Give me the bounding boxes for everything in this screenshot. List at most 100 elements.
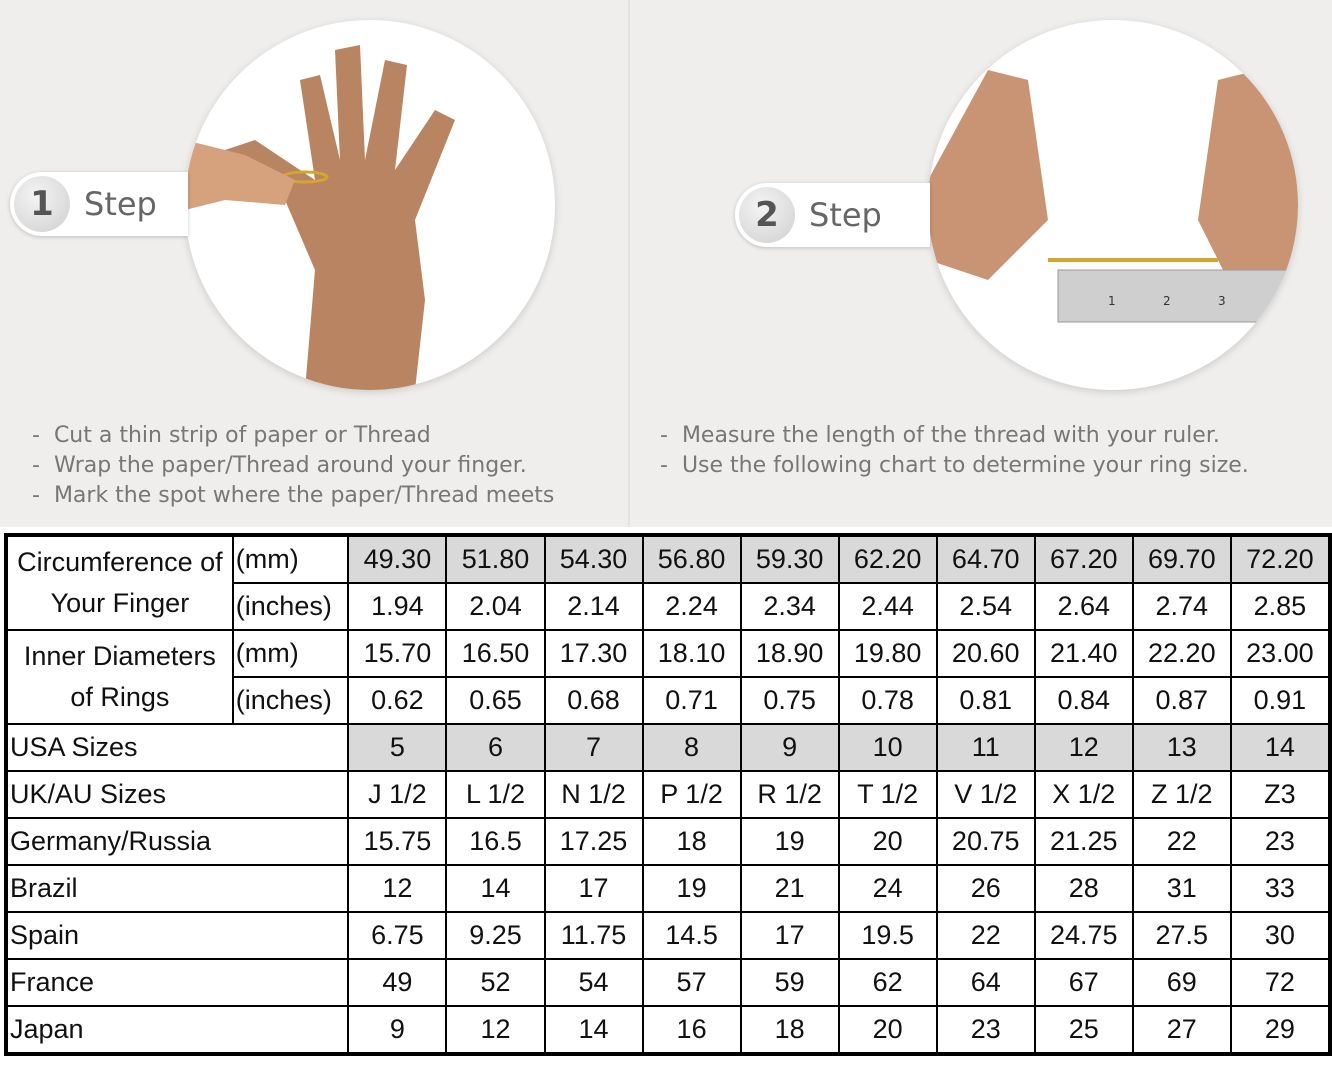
- table-cell: 1.94: [347, 582, 448, 631]
- table-cell: 59: [739, 958, 840, 1007]
- table-cell: 19: [641, 864, 742, 913]
- table-cell: 2.04: [445, 582, 546, 631]
- table-cell: 23: [1229, 817, 1332, 866]
- table-cell: 26: [935, 864, 1036, 913]
- hand-with-thread-illustration: [185, 45, 455, 390]
- table-row: (inches) 0.62 0.65 0.68 0.71 0.75 0.78 0.81 0.84…: [6, 676, 1332, 725]
- table-cell: T 1/2: [837, 770, 938, 819]
- table-row: (inches) 1.94 2.04 2.14 2.24 2.34 2.44 2.54 2.64…: [6, 582, 1332, 631]
- table-cell: 18.10: [641, 629, 742, 678]
- table-cell: 57: [641, 958, 742, 1007]
- table-row: Inner Diameters of Rings (mm) 15.70 16.50 17…: [5, 629, 1332, 725]
- table-row: USA Sizes 5 6 7 8 9 10 11 12 13 14: [4, 723, 1332, 772]
- divider: [628, 0, 630, 527]
- table-cell: 23.00: [1229, 629, 1332, 678]
- table-cell: 24.75: [1033, 911, 1134, 960]
- instruction-item: Cut a thin strip of paper or Thread: [32, 421, 554, 451]
- row-label: Germany/Russia: [4, 817, 350, 866]
- table-cell: 0.75: [739, 676, 840, 725]
- table-cell: 5: [347, 723, 448, 772]
- unit-label: (mm): [231, 629, 350, 678]
- table-cell: 21.40: [1033, 629, 1134, 678]
- table-cell: 28: [1033, 864, 1134, 913]
- table-cell: 20.60: [935, 629, 1036, 678]
- table-cell: 14: [543, 1005, 644, 1055]
- table-cell: 22: [1131, 817, 1232, 866]
- table-cell: 8: [641, 723, 742, 772]
- row-label: France: [4, 958, 350, 1007]
- table-cell: 21: [739, 864, 840, 913]
- table-cell: 64.70: [935, 534, 1036, 584]
- table-cell: 12: [1033, 723, 1134, 772]
- table-cell: 2.24: [641, 582, 742, 631]
- table-cell: 20: [837, 1005, 938, 1055]
- table-cell: 9.25: [445, 911, 546, 960]
- instruction-item: Mark the spot where the paper/Thread mee…: [32, 481, 554, 511]
- table-cell: 15.75: [347, 817, 448, 866]
- row-label: USA Sizes: [4, 723, 350, 772]
- table-cell: L 1/2: [445, 770, 546, 819]
- table-cell: 51.80: [445, 534, 546, 584]
- instructions-panel: 1 Step Cut a thin strip of paper or Thre…: [0, 0, 1332, 527]
- table-cell: 7: [543, 723, 644, 772]
- table-cell: 17.30: [543, 629, 644, 678]
- table-cell: R 1/2: [739, 770, 840, 819]
- table-cell: 22: [935, 911, 1036, 960]
- table-cell: X 1/2: [1033, 770, 1134, 819]
- table-cell: 24: [837, 864, 938, 913]
- table-cell: 2.14: [543, 582, 644, 631]
- step1-number: 1: [14, 176, 70, 232]
- hand-photo-step1: [185, 20, 555, 390]
- row-label: UK/AU Sizes: [4, 770, 350, 819]
- table-cell: 17: [543, 864, 644, 913]
- table-cell: 52: [445, 958, 546, 1007]
- table-cell: 25: [1033, 1005, 1134, 1055]
- ruler-photo-step2: 1 2 3: [928, 20, 1298, 390]
- table-row: Circumference of Your Finger (mm) 49.30 51.…: [5, 534, 1332, 631]
- table-cell: 27.5: [1131, 911, 1232, 960]
- table-cell: 30: [1229, 911, 1332, 960]
- table-cell: 9: [739, 723, 840, 772]
- table-cell: 0.87: [1131, 676, 1232, 725]
- table-cell: 67: [1033, 958, 1134, 1007]
- table-cell: 0.91: [1229, 676, 1332, 725]
- table-cell: 20.75: [935, 817, 1036, 866]
- table-cell: 14: [445, 864, 546, 913]
- table-cell: 12: [445, 1005, 546, 1055]
- step2-number: 2: [739, 187, 795, 243]
- table-cell: 2.44: [837, 582, 938, 631]
- table-row: Japan 9 12 14 16 18 20 23 25 27 29: [4, 1005, 1332, 1055]
- svg-text:1: 1: [1108, 294, 1116, 308]
- table-cell: 19.80: [837, 629, 938, 678]
- table-row: France 49 52 54 57 59 62 64 67 69 72: [4, 958, 1332, 1007]
- table-cell: J 1/2: [347, 770, 448, 819]
- table-cell: Z3: [1229, 770, 1332, 819]
- table-cell: Z 1/2: [1131, 770, 1232, 819]
- instruction-item: Wrap the paper/Thread around your finger…: [32, 451, 554, 481]
- table-cell: 64: [935, 958, 1036, 1007]
- table-cell: 23: [935, 1005, 1036, 1055]
- instruction-item: Use the following chart to determine you…: [660, 451, 1249, 481]
- table-cell: 9: [347, 1005, 448, 1055]
- table-cell: 16.5: [445, 817, 546, 866]
- table-cell: 0.71: [641, 676, 742, 725]
- table-cell: 27: [1131, 1005, 1232, 1055]
- table-cell: 0.84: [1033, 676, 1134, 725]
- table-cell: 19: [739, 817, 840, 866]
- table-row: Germany/Russia 15.75 16.5 17.25 18 19 20 20.75 2…: [4, 817, 1332, 866]
- table-cell: 11.75: [543, 911, 644, 960]
- table-cell: 54: [543, 958, 644, 1007]
- table-cell: 31: [1131, 864, 1232, 913]
- row-group-label: Circumference of Your Finger: [5, 534, 234, 631]
- table-cell: 11: [935, 723, 1036, 772]
- table-cell: 72.20: [1229, 534, 1332, 584]
- unit-label: (inches): [231, 676, 350, 725]
- svg-text:2: 2: [1163, 294, 1171, 308]
- table-cell: 15.70: [347, 629, 448, 678]
- row-label: Brazil: [4, 864, 350, 913]
- step1-instructions: Cut a thin strip of paper or Thread Wrap…: [32, 421, 554, 511]
- step2-label: Step: [809, 196, 882, 234]
- svg-text:3: 3: [1218, 294, 1226, 308]
- table-cell: 19.5: [837, 911, 938, 960]
- step1-badge: 1 Step: [10, 172, 188, 236]
